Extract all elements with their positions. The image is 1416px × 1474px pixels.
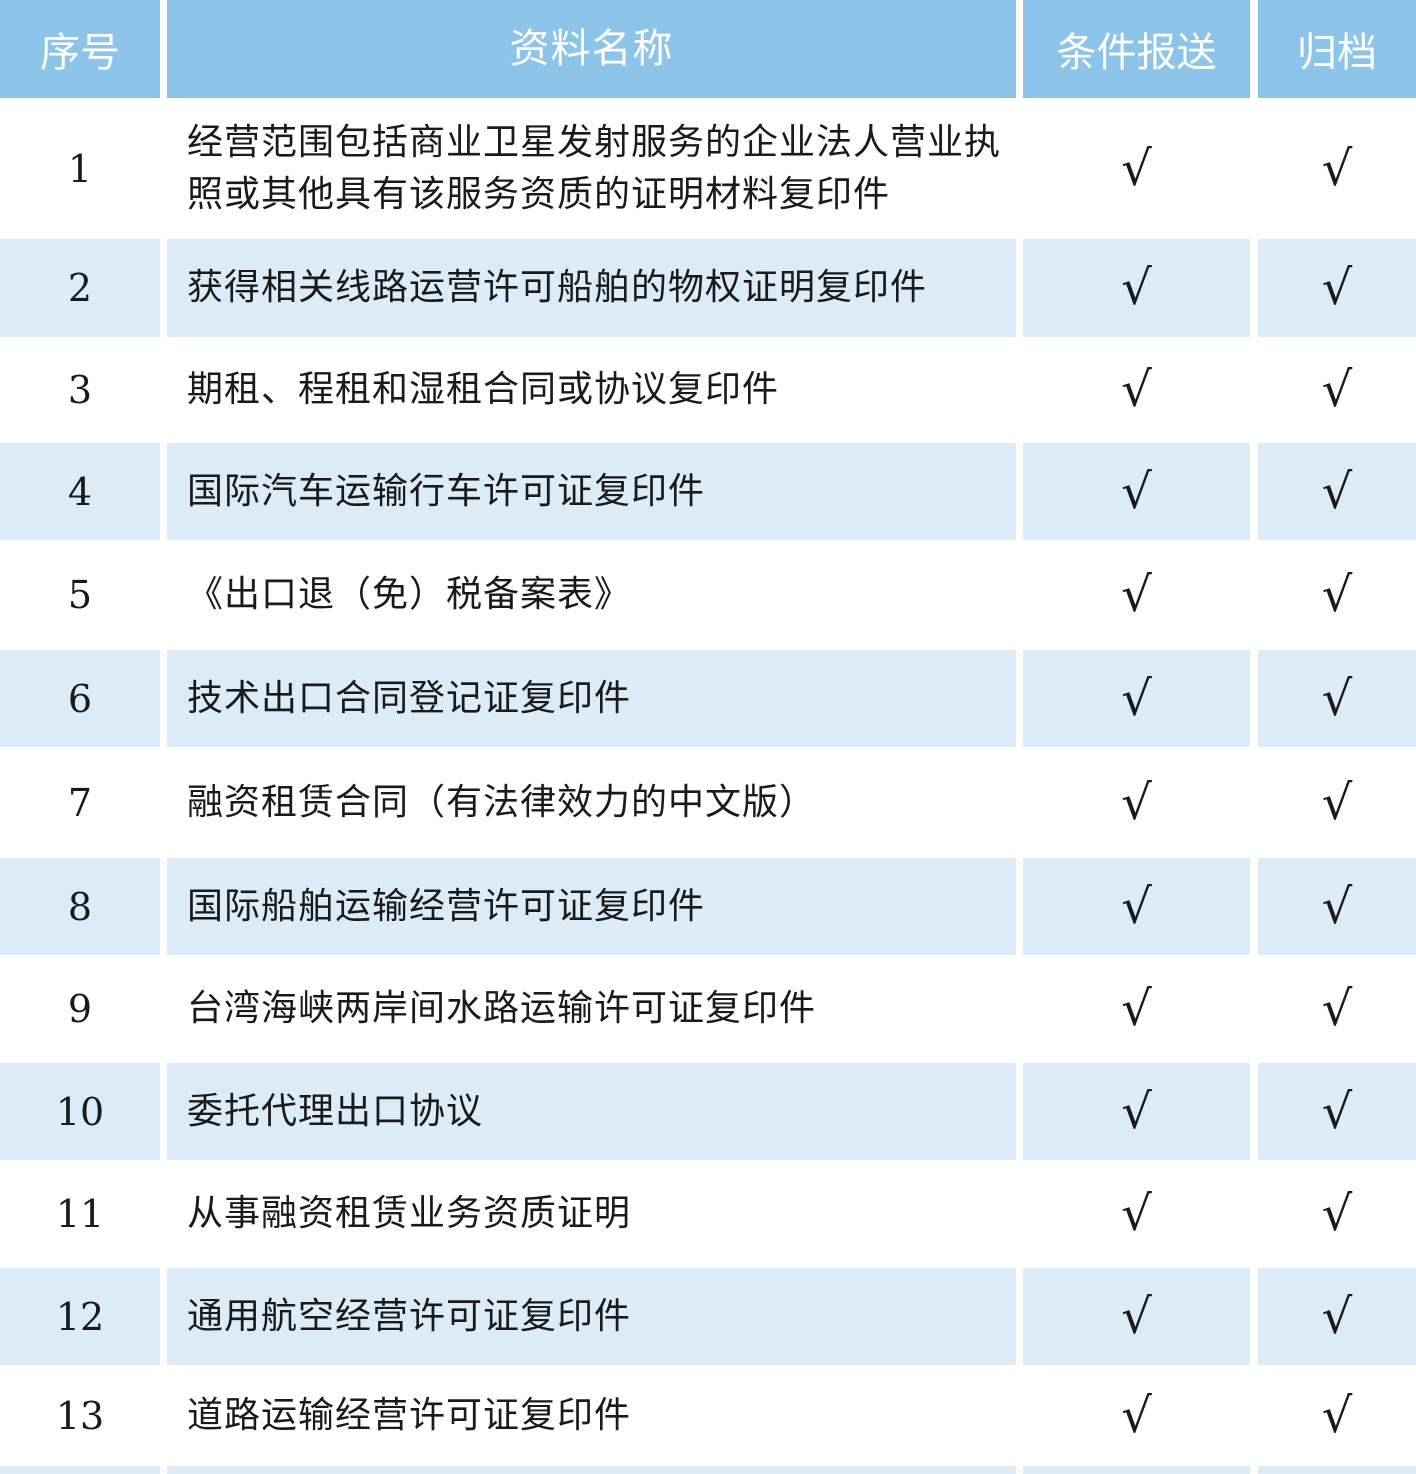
partial-cell <box>1258 1466 1416 1474</box>
header-col-number: 序号 <box>0 0 160 98</box>
archive-check: √ <box>1258 1268 1416 1365</box>
archive-check: √ <box>1258 650 1416 747</box>
material-name: 融资租赁合同（有法律效力的中文版） <box>187 781 817 823</box>
header-col-conditional-submit: 条件报送 <box>1023 0 1250 98</box>
submit-check: √ <box>1121 567 1152 623</box>
row-number: 10 <box>0 1063 160 1160</box>
material-name: 国际船舶运输经营许可证复印件 <box>167 858 1016 955</box>
table-row: 3 期租、程租和湿租合同或协议复印件 √ √ <box>0 337 1416 443</box>
submit-check: √ <box>1023 650 1250 747</box>
partial-next-row <box>0 1466 1416 1474</box>
submit-check: √ <box>1121 1387 1152 1444</box>
row-number: 13 <box>55 1393 105 1438</box>
submit-check: √ <box>1023 1063 1250 1160</box>
archive-check: √ <box>1321 1387 1353 1444</box>
archive-check: √ <box>1321 567 1353 623</box>
table-row: 5 《出口退（免）税备案表》 √ √ <box>0 540 1416 650</box>
submit-check: √ <box>1121 140 1152 197</box>
table-row: 4 国际汽车运输行车许可证复印件 √ √ <box>0 443 1416 540</box>
submit-check: √ <box>1121 1186 1152 1242</box>
row-number: 9 <box>67 987 93 1031</box>
table-row: 2 获得相关线路运营许可船舶的物权证明复印件 √ √ <box>0 239 1416 337</box>
archive-check: √ <box>1258 239 1416 337</box>
table-row: 10 委托代理出口协议 √ √ <box>0 1063 1416 1160</box>
table-row: 9 台湾海峡两岸间水路运输许可证复印件 √ √ <box>0 955 1416 1063</box>
material-name: 经营范围包括商业卫星发射服务的企业法人营业执照或其他具有该服务资质的证明材料复印… <box>187 121 1002 215</box>
archive-check: √ <box>1321 362 1353 418</box>
row-number: 1 <box>67 146 93 191</box>
submit-check: √ <box>1023 1268 1250 1365</box>
row-number: 11 <box>55 1192 105 1236</box>
submit-check: √ <box>1121 981 1152 1037</box>
material-name: 从事融资租赁业务资质证明 <box>187 1193 632 1234</box>
row-number: 7 <box>67 780 93 825</box>
row-number: 12 <box>0 1268 160 1365</box>
submit-check: √ <box>1023 858 1250 955</box>
material-name: 《出口退（免）税备案表》 <box>187 574 632 615</box>
archive-check: √ <box>1321 774 1353 831</box>
table-row: 8 国际船舶运输经营许可证复印件 √ √ <box>0 858 1416 955</box>
table-header-row: 序号 资料名称 条件报送 归档 <box>0 0 1416 98</box>
table-row: 1 经营范围包括商业卫星发射服务的企业法人营业执照或其他具有该服务资质的证明材料复… <box>0 98 1416 239</box>
table-row: 13 道路运输经营许可证复印件 √ √ <box>0 1365 1416 1466</box>
row-number: 4 <box>0 443 160 540</box>
partial-cell <box>167 1466 1016 1474</box>
header-col-archive: 归档 <box>1258 0 1416 98</box>
material-name: 国际汽车运输行车许可证复印件 <box>167 443 1016 540</box>
partial-cell <box>1023 1466 1250 1474</box>
archive-check: √ <box>1258 1063 1416 1160</box>
row-number: 2 <box>0 239 160 337</box>
table-row: 6 技术出口合同登记证复印件 √ √ <box>0 650 1416 747</box>
submit-check: √ <box>1121 362 1152 418</box>
header-col-material-name: 资料名称 <box>167 0 1016 98</box>
row-number: 3 <box>67 368 93 412</box>
table-row: 11 从事融资租赁业务资质证明 √ √ <box>0 1160 1416 1268</box>
partial-cell <box>0 1466 160 1474</box>
archive-check: √ <box>1321 981 1353 1037</box>
row-number: 5 <box>67 573 93 617</box>
archive-check: √ <box>1321 1186 1353 1242</box>
material-name: 期租、程租和湿租合同或协议复印件 <box>187 369 780 410</box>
submit-check: √ <box>1023 443 1250 540</box>
archive-check: √ <box>1258 858 1416 955</box>
material-name: 道路运输经营许可证复印件 <box>187 1394 632 1436</box>
material-name: 通用航空经营许可证复印件 <box>167 1268 1016 1365</box>
material-name: 获得相关线路运营许可船舶的物权证明复印件 <box>167 239 1016 337</box>
row-number: 6 <box>0 650 160 747</box>
table-body: 1 经营范围包括商业卫星发射服务的企业法人营业执照或其他具有该服务资质的证明材料复… <box>0 98 1416 1466</box>
table-row: 7 融资租赁合同（有法律效力的中文版） √ √ <box>0 747 1416 858</box>
submit-check: √ <box>1023 239 1250 337</box>
archive-check: √ <box>1321 140 1353 197</box>
submit-check: √ <box>1121 774 1152 831</box>
material-name: 委托代理出口协议 <box>167 1063 1016 1160</box>
table-row: 12 通用航空经营许可证复印件 √ √ <box>0 1268 1416 1365</box>
material-name: 技术出口合同登记证复印件 <box>167 650 1016 747</box>
archive-check: √ <box>1258 443 1416 540</box>
row-number: 8 <box>0 858 160 955</box>
material-name: 台湾海峡两岸间水路运输许可证复印件 <box>187 988 817 1029</box>
